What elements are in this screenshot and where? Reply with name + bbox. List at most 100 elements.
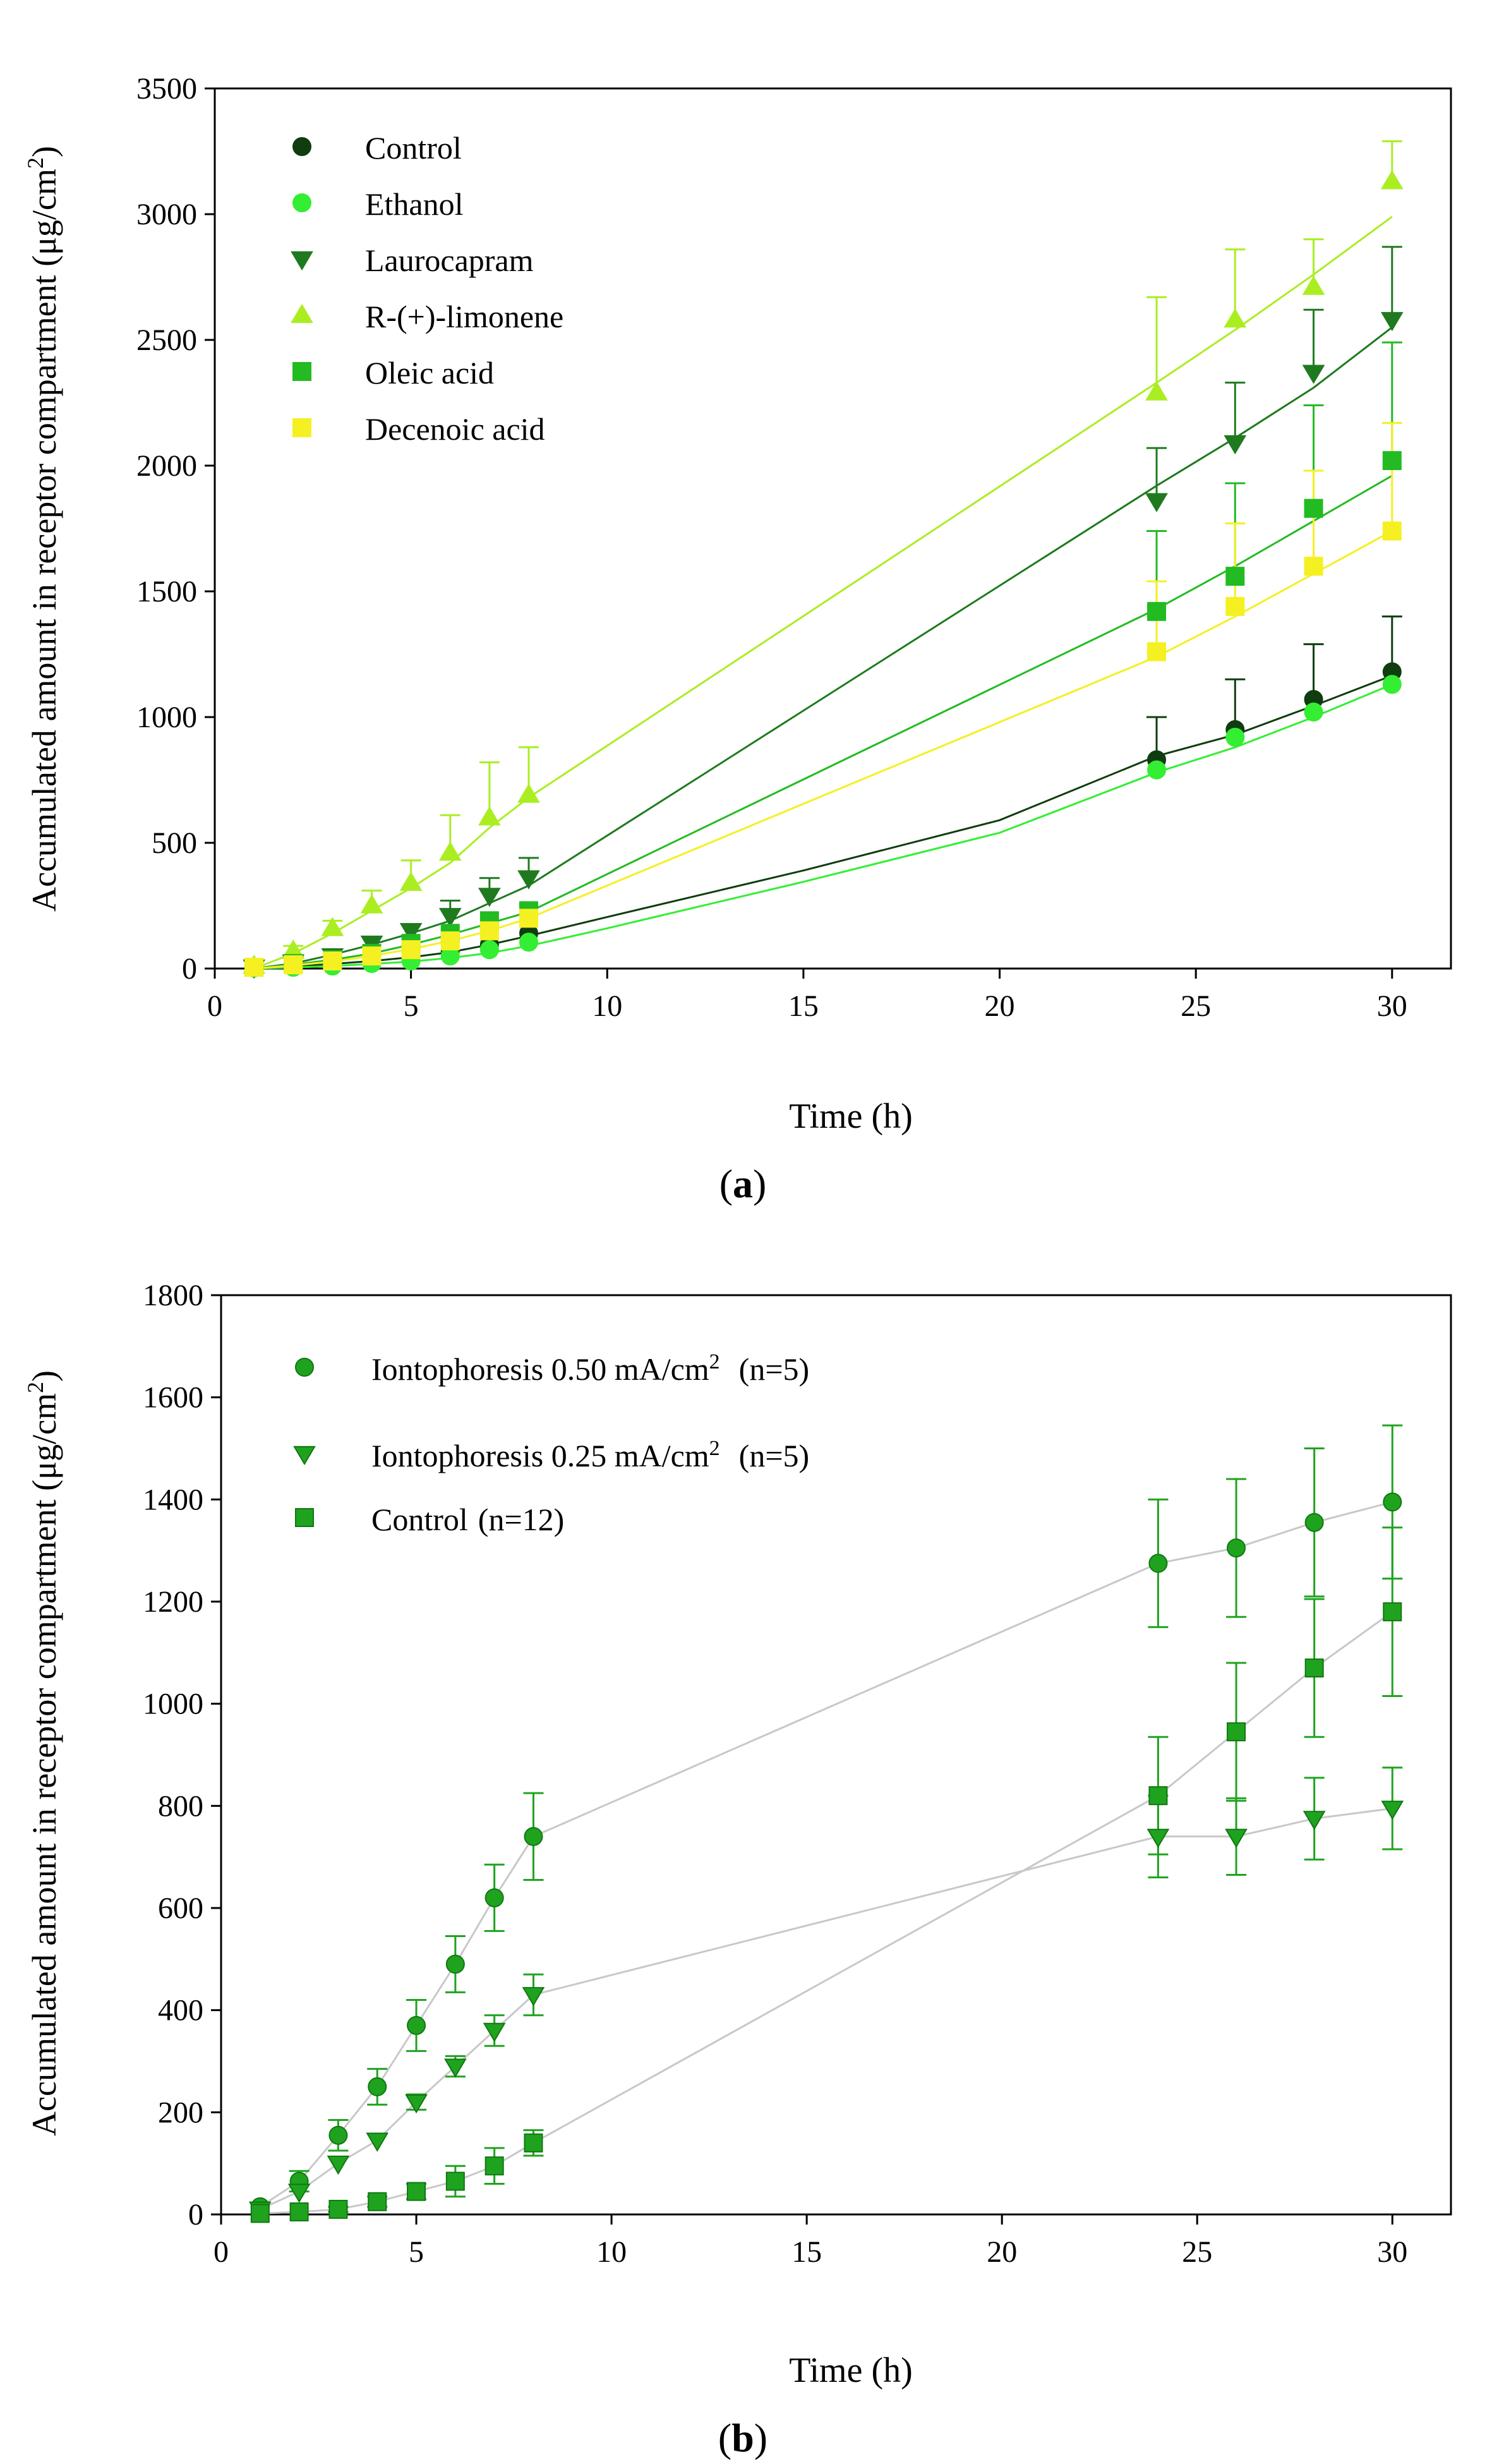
y-tick-label-b: 0 — [188, 2198, 203, 2231]
data-point-oleic-acid — [1147, 601, 1167, 621]
data-point-control-n-12 — [250, 2204, 270, 2223]
data-point-laurocapram — [1145, 493, 1168, 512]
legend-a: Control Ethanol Laurocapram R-(+)-limonene O… — [291, 130, 563, 447]
x-tick-label-b: 20 — [987, 2235, 1017, 2269]
y-tick-label-a: 3000 — [136, 198, 197, 231]
chart-panel-a: 0 5 10 15 20 25 30 0 500 1000 1500 2000 2500 3000 3500… — [23, 72, 1452, 1206]
data-point-iontophoresis-0-50-ma-cm2-n-5 — [407, 2015, 426, 2035]
axes-a: 0 5 10 15 20 25 30 0 500 1000 1500 2000 2500 3000 3500 — [136, 72, 1407, 1023]
panel-label-b: (b) — [718, 2415, 767, 2460]
legend-label-b-sup: 2 — [709, 1350, 720, 1374]
data-point-ethanol — [1382, 675, 1402, 694]
data-point-decenoic-acid — [1147, 642, 1167, 661]
y-axis-label-b-end: ) — [25, 1370, 63, 1382]
data-point-r-limonene — [399, 871, 423, 891]
x-tick-label-a: 10 — [592, 989, 622, 1023]
data-layer-b — [248, 1424, 1404, 2223]
y-axis-label-a-end: ) — [25, 146, 63, 157]
legend-label-a: R-(+)-limonene — [365, 299, 563, 334]
legend-label-b: Control (n=12) — [371, 1502, 564, 1537]
legend-label-b-suffix: (n=5) — [739, 1438, 810, 1473]
data-point-ethanol — [519, 933, 539, 952]
data-point-iontophoresis-0-50-ma-cm2-n-5 — [484, 1888, 504, 1907]
plot-frame-a — [214, 87, 1452, 970]
data-point-r-limonene — [360, 894, 383, 914]
data-point-decenoic-acid — [519, 909, 539, 928]
x-tick-label-b: 25 — [1182, 2235, 1212, 2269]
chart-panel-b: 0 5 10 15 20 25 30 0 200 400 600 800 1000 1200 1400 160… — [23, 1279, 1452, 2460]
data-point-iontophoresis-0-25-ma-cm2-n-5 — [287, 2183, 311, 2203]
data-point-iontophoresis-0-50-ma-cm2-n-5 — [1227, 1538, 1246, 1558]
data-point-control-n-12 — [1148, 1786, 1168, 1806]
panel-letter-b: b — [731, 2415, 754, 2460]
y-tick-label-a: 3500 — [136, 72, 197, 106]
x-tick-label-b: 5 — [409, 2235, 424, 2269]
data-point-decenoic-acid — [323, 951, 342, 971]
data-point-decenoic-acid — [440, 931, 460, 951]
data-point-iontophoresis-0-50-ma-cm2-n-5 — [445, 1954, 465, 1974]
data-point-ethanol — [1225, 727, 1245, 747]
x-tick-label-b: 30 — [1377, 2235, 1407, 2269]
panel-label-a: (a) — [719, 1161, 767, 1206]
panel-letter-a: a — [733, 1161, 753, 1206]
fit-line-oleic-acid — [253, 474, 1393, 970]
y-tick-label-b: 1200 — [143, 1585, 203, 1619]
data-point-control-n-12 — [328, 2199, 348, 2219]
data-point-iontophoresis-0-25-ma-cm2-n-5 — [1381, 1801, 1404, 1820]
fit-line-control — [254, 674, 1393, 970]
data-point-decenoic-acid — [479, 921, 499, 941]
x-tick-label-a: 20 — [985, 989, 1015, 1023]
data-point-iontophoresis-0-50-ma-cm2-n-5 — [524, 1827, 543, 1846]
x-tick-label-a: 25 — [1181, 989, 1211, 1023]
data-point-decenoic-acid — [401, 940, 421, 960]
series-line-iontophoresis-0-25-ma-cm2-n-5 — [260, 1807, 1393, 2211]
y-tick-label-a: 2000 — [136, 449, 197, 483]
data-point-iontophoresis-0-25-ma-cm2-n-5 — [327, 2155, 350, 2175]
data-point-r-limonene — [478, 806, 501, 826]
legend-label-b-text: Control — [371, 1502, 468, 1537]
data-point-control-n-12 — [484, 2156, 504, 2176]
x-tick-label-a: 0 — [207, 989, 222, 1023]
fit-line-r-limonene — [253, 215, 1393, 970]
data-point-laurocapram — [1380, 311, 1404, 332]
y-tick-label-b: 1400 — [143, 1483, 203, 1516]
y-tick-label-b: 400 — [158, 1994, 203, 2027]
y-tick-label-b: 1800 — [143, 1279, 203, 1312]
data-point-iontophoresis-0-50-ma-cm2-n-5 — [368, 2077, 387, 2096]
y-tick-label-b: 800 — [158, 1789, 203, 1823]
data-point-ethanol — [1304, 703, 1323, 722]
x-tick-label-a: 30 — [1377, 989, 1407, 1023]
series-line-iontophoresis-0-50-ma-cm2-n-5 — [259, 1501, 1393, 2208]
data-point-iontophoresis-0-25-ma-cm2-n-5 — [1146, 1828, 1170, 1848]
legend-marker-b — [293, 1446, 316, 1466]
data-point-iontophoresis-0-50-ma-cm2-n-5 — [328, 2125, 348, 2145]
data-point-r-limonene — [1302, 275, 1325, 295]
y-axis-label-b-sup: 2 — [23, 1382, 48, 1393]
legend-marker-a — [291, 303, 313, 323]
data-point-control-n-12 — [445, 2171, 465, 2191]
data-point-laurocapram — [399, 923, 423, 943]
data-point-iontophoresis-0-25-ma-cm2-n-5 — [522, 1987, 545, 2007]
data-point-iontophoresis-0-25-ma-cm2-n-5 — [405, 2094, 428, 2114]
legend-label-a: Decenoic acid — [365, 411, 545, 447]
y-tick-label-b: 600 — [158, 1892, 203, 1925]
data-point-decenoic-acid — [284, 955, 303, 975]
data-point-oleic-acid — [1382, 451, 1402, 471]
legend-marker-a — [292, 137, 311, 156]
legend-marker-a — [291, 251, 313, 271]
legend-label-b-sup: 2 — [709, 1437, 720, 1460]
legend-label-b-text: Iontophoresis 0.50 mA/cm — [371, 1351, 709, 1387]
axes-b: 0 5 10 15 20 25 30 0 200 400 600 800 1000 1200 1400 160… — [143, 1279, 1407, 2269]
y-tick-label-a: 0 — [182, 952, 197, 986]
data-point-r-limonene — [517, 783, 540, 803]
fit-line-ethanol — [254, 683, 1393, 970]
data-point-r-limonene — [321, 917, 344, 936]
legend-label-a: Ethanol — [365, 186, 464, 222]
data-point-laurocapram — [478, 888, 501, 907]
data-point-control-n-12 — [524, 2133, 543, 2153]
data-layer-a — [243, 140, 1404, 979]
data-point-decenoic-acid — [362, 946, 382, 966]
legend-label-a: Oleic acid — [365, 355, 494, 390]
data-point-iontophoresis-0-25-ma-cm2-n-5 — [366, 2132, 389, 2152]
